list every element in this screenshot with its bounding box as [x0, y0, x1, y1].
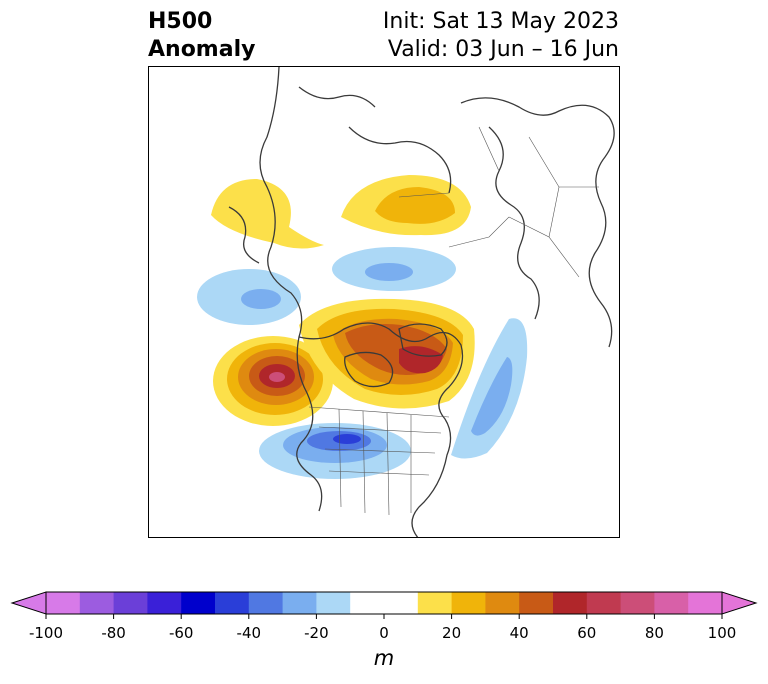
valid-period: Valid: 03 Jun – 16 Jun: [387, 37, 619, 62]
positive-anomaly-alaska: [211, 179, 324, 249]
chart-title: H500 Anomaly: [148, 8, 255, 64]
colorbar-tick-label: 100: [707, 624, 737, 642]
colorbar-swatch: [620, 592, 655, 614]
borders: [308, 126, 599, 516]
colorbar-tick-label: 0: [379, 624, 389, 642]
colorbar-swatch: [79, 592, 115, 614]
colorbar-tick-label: -40: [236, 624, 262, 642]
colorbar-swatch: [350, 592, 419, 614]
map-panel: [148, 66, 620, 538]
colorbar-swatch: [654, 592, 689, 614]
colorbar-tick-label: -80: [101, 624, 126, 642]
colorbar-tick-label: 60: [577, 624, 597, 642]
colorbar-swatch: [519, 592, 554, 614]
colorbar-ticks: [45, 614, 723, 619]
init-time: Init: Sat 13 May 2023: [382, 9, 619, 34]
colorbar-swatch: [215, 592, 250, 614]
colorbar-right-extension: [721, 591, 758, 615]
colorbar-swatches: [46, 592, 723, 614]
negative-anomaly-arctic: [332, 247, 456, 291]
colorbar-tick-label: -20: [304, 624, 329, 642]
colorbar-tick-label: -60: [168, 624, 194, 642]
forecast-times: Init: Sat 13 May 2023 Valid: 03 Jun – 16…: [383, 8, 619, 64]
colorbar: [10, 591, 758, 619]
colorbar-swatch: [181, 592, 216, 614]
colorbar-swatch: [316, 592, 351, 614]
anomaly-map: [197, 67, 615, 537]
colorbar-swatch: [417, 592, 453, 614]
colorbar-swatch: [282, 592, 317, 614]
colorbar-tick-label: 20: [442, 624, 462, 642]
colorbar-unit-label: m: [373, 646, 395, 670]
colorbar-swatch: [485, 592, 520, 614]
colorbar-swatch: [688, 592, 723, 614]
positive-anomaly-ne-pacific: [213, 336, 333, 426]
colorbar-swatch: [248, 592, 284, 614]
title-line-2: Anomaly: [148, 37, 256, 62]
positive-anomaly-siberia: [341, 175, 471, 236]
colorbar-swatch: [113, 592, 148, 614]
colorbar-swatch: [451, 592, 486, 614]
negative-anomaly-central-us: [259, 423, 411, 479]
colorbar-tick-label: 80: [644, 624, 664, 642]
coastlines: [228, 67, 615, 537]
colorbar-swatch: [553, 592, 588, 614]
colorbar-tick-label: 40: [509, 624, 529, 642]
colorbar-swatch: [46, 592, 81, 614]
colorbar-tick-label: -100: [28, 624, 64, 642]
colorbar-swatch: [147, 592, 182, 614]
positive-anomaly-hudson-bay: [299, 298, 475, 409]
colorbar-swatch: [586, 592, 622, 614]
title-line-1: H500: [148, 9, 213, 34]
colorbar-left-extension: [10, 591, 47, 615]
negative-anomaly-gulf-of-alaska: [197, 269, 301, 325]
negative-anomaly-atlantic: [451, 318, 528, 459]
